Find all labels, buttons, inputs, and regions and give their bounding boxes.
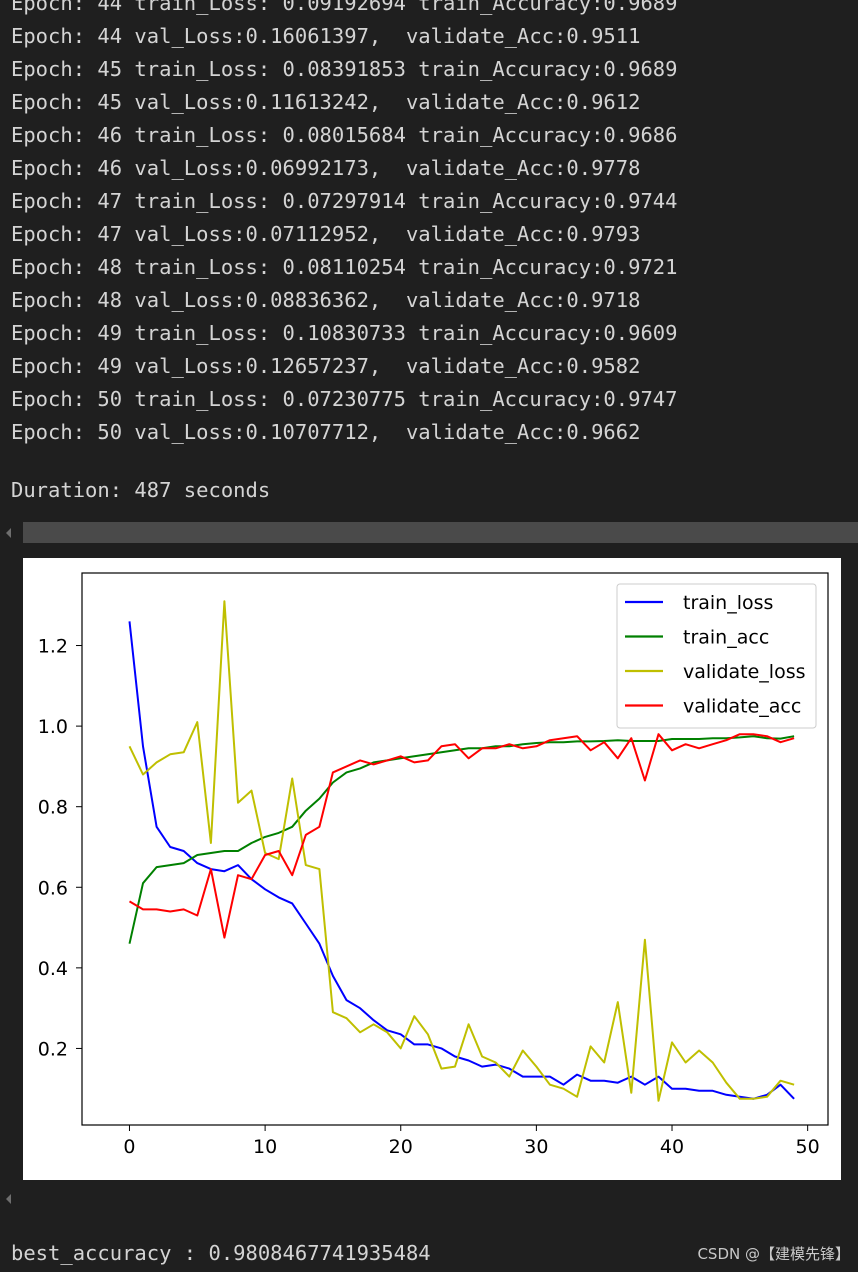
y-tick-label: 0.6 bbox=[38, 877, 68, 899]
log-line: Epoch: 47 val_Loss:0.07112952, validate_… bbox=[11, 222, 641, 246]
y-tick-label: 0.4 bbox=[38, 958, 68, 980]
log-line: Epoch: 47 train_Loss: 0.07297914 train_A… bbox=[11, 189, 678, 213]
scrollbar-thumb[interactable] bbox=[23, 522, 858, 543]
log-line: Epoch: 48 val_Loss:0.08836362, validate_… bbox=[11, 288, 641, 312]
duration-text: Duration: 487 seconds bbox=[11, 478, 271, 502]
log-line: Epoch: 49 train_Loss: 0.10830733 train_A… bbox=[11, 321, 678, 345]
log-line: Epoch: 46 train_Loss: 0.08015684 train_A… bbox=[11, 123, 678, 147]
series-line-train-acc bbox=[128, 735, 795, 944]
legend-box bbox=[616, 583, 817, 729]
y-tick-label: 0.8 bbox=[38, 797, 68, 819]
scroll-left-arrow-icon[interactable] bbox=[6, 528, 11, 538]
x-tick-label: 20 bbox=[389, 1136, 413, 1158]
log-line: Epoch: 50 val_Loss:0.10707712, validate_… bbox=[11, 420, 641, 444]
x-tick-label: 0 bbox=[123, 1136, 135, 1158]
x-tick-label: 50 bbox=[796, 1136, 820, 1158]
training-log: Epoch: 44 train_Loss: 0.09192694 train_A… bbox=[11, 0, 677, 449]
legend-label: validate_acc bbox=[683, 696, 801, 718]
y-tick-label: 1.0 bbox=[38, 716, 68, 738]
log-line: Epoch: 46 val_Loss:0.06992173, validate_… bbox=[11, 156, 641, 180]
legend-label: train_acc bbox=[683, 627, 769, 649]
log-line: Epoch: 44 val_Loss:0.16061397, validate_… bbox=[11, 24, 641, 48]
x-tick-label: 10 bbox=[253, 1136, 277, 1158]
log-line: Epoch: 50 train_Loss: 0.07230775 train_A… bbox=[11, 387, 678, 411]
y-tick-label: 1.2 bbox=[38, 636, 68, 658]
training-curves-chart: 0 10 20 30 40 50 0.2 0.4 0.6 0.8 1.0 1.2 train_losst… bbox=[38, 572, 829, 1158]
best-accuracy-text: best_accuracy : 0.9808467741935484 bbox=[11, 1241, 431, 1265]
figure-horizontal-scrollbar[interactable] bbox=[0, 1188, 858, 1210]
legend-label: train_loss bbox=[683, 592, 773, 614]
axes-frame bbox=[81, 572, 829, 1126]
log-line: Epoch: 45 val_Loss:0.11613242, validate_… bbox=[11, 90, 641, 114]
series-line-train-loss bbox=[128, 621, 795, 1100]
series-line-validate-acc bbox=[128, 733, 795, 939]
series-line-validate-loss bbox=[128, 600, 795, 1102]
output-horizontal-scrollbar[interactable] bbox=[0, 522, 858, 544]
y-tick-label: 0.2 bbox=[38, 1038, 68, 1060]
x-tick-label: 40 bbox=[660, 1136, 684, 1158]
csdn-watermark: CSDN @【建模先锋】 bbox=[697, 1245, 850, 1263]
log-line: Epoch: 44 train_Loss: 0.09192694 train_A… bbox=[11, 0, 678, 15]
log-line: Epoch: 48 train_Loss: 0.08110254 train_A… bbox=[11, 255, 678, 279]
x-tick-label: 30 bbox=[524, 1136, 548, 1158]
log-line: Epoch: 45 train_Loss: 0.08391853 train_A… bbox=[11, 57, 678, 81]
scroll-left-arrow-icon[interactable] bbox=[6, 1194, 11, 1204]
legend-label: validate_loss bbox=[683, 661, 806, 683]
log-line: Epoch: 49 val_Loss:0.12657237, validate_… bbox=[11, 354, 641, 378]
